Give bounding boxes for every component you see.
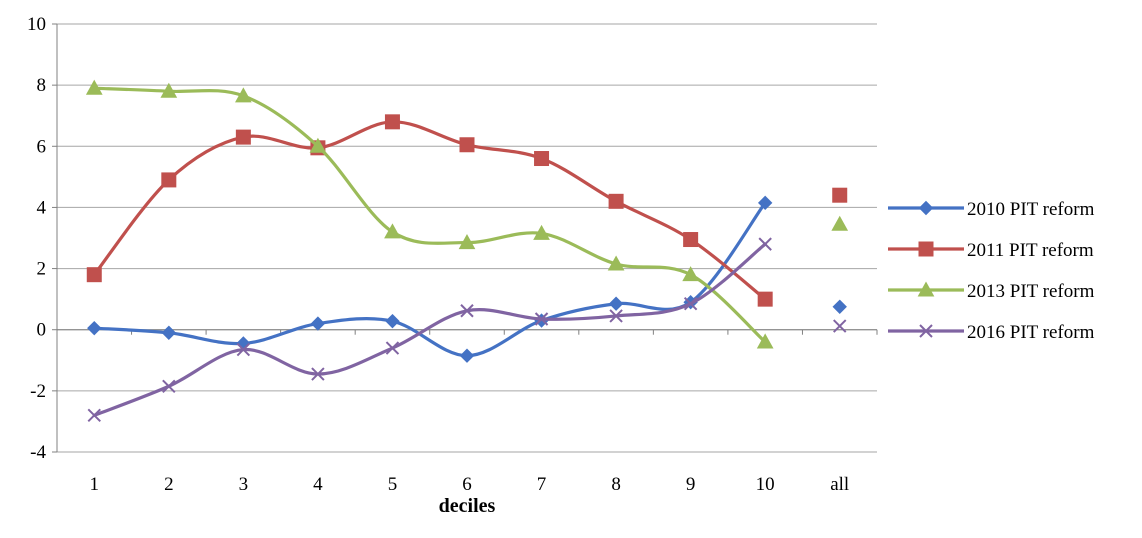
y-tick-label: -2 (30, 381, 46, 402)
y-tick-label: -4 (30, 442, 46, 463)
data-point (85, 79, 103, 95)
data-point (608, 193, 624, 209)
data-point-all (832, 299, 847, 314)
data-point (235, 87, 252, 103)
data-point (162, 379, 176, 393)
data-point (533, 224, 550, 240)
series-1 (87, 195, 847, 363)
legend: 2010 PIT reform 2011 PIT reform 2013 PIT r… (888, 199, 1095, 343)
y-tick-label: 0 (37, 320, 47, 341)
x-tick-label: 4 (313, 474, 323, 495)
data-point (161, 325, 177, 340)
series-4 (87, 237, 847, 423)
data-point-all (833, 319, 847, 333)
data-point (87, 408, 101, 423)
data-point (236, 342, 251, 357)
x-tick-label: all (830, 474, 849, 495)
legend-marker (918, 200, 934, 216)
data-point (756, 333, 774, 349)
series-lines (85, 79, 849, 423)
legend-marker (918, 241, 934, 257)
data-point (757, 291, 773, 307)
x-tick-label: 3 (239, 474, 249, 495)
data-point (683, 297, 698, 311)
legend-item: 2011 PIT reform (888, 240, 1094, 261)
series-line (92, 120, 767, 301)
series-line (92, 242, 767, 417)
legend-item: 2010 PIT reform (888, 199, 1095, 220)
data-point (458, 234, 476, 250)
data-point (311, 367, 325, 381)
data-point (608, 296, 624, 311)
legend-label: 2010 PIT reform (967, 199, 1095, 220)
x-tick-label: 2 (164, 474, 174, 495)
data-point (758, 237, 772, 251)
legend-label: 2016 PIT reform (967, 322, 1095, 343)
data-point (87, 320, 102, 336)
legend-item: 2016 PIT reform (888, 322, 1095, 343)
legend-label: 2013 PIT reform (967, 281, 1095, 302)
data-point (534, 151, 550, 167)
y-tick-label: 10 (27, 14, 46, 35)
x-axis-title: deciles (439, 495, 496, 517)
x-tick-label: 10 (756, 474, 775, 495)
data-point (385, 341, 400, 355)
legend-marker (917, 281, 935, 297)
data-point (86, 267, 102, 283)
y-tick-label: 2 (37, 259, 47, 280)
data-point (460, 304, 474, 318)
data-point-all (831, 215, 849, 231)
data-point (384, 223, 401, 239)
data-point (682, 266, 699, 282)
legend-item: 2013 PIT reform (888, 281, 1095, 302)
x-tick-label: 8 (611, 474, 621, 495)
data-point (235, 129, 251, 145)
x-tick-label: 6 (462, 474, 472, 495)
data-point (459, 348, 475, 363)
y-tick-label: 8 (37, 75, 47, 96)
legend-marker (919, 324, 933, 338)
x-tick-label: 7 (537, 474, 547, 495)
axes (52, 23, 878, 453)
data-point (607, 255, 625, 271)
data-point (757, 195, 773, 211)
data-point (160, 82, 178, 98)
data-point (534, 312, 549, 326)
y-tick-label: 6 (37, 136, 47, 157)
data-point (683, 232, 699, 248)
series-line (92, 86, 767, 344)
series-3 (85, 79, 849, 349)
legend-label: 2011 PIT reform (967, 240, 1094, 261)
y-tick-label: 4 (37, 197, 47, 218)
data-point (609, 309, 623, 323)
data-point (161, 172, 177, 188)
data-point (309, 137, 327, 153)
data-point (385, 313, 400, 329)
x-tick-label: 9 (686, 474, 696, 495)
series-2 (86, 114, 848, 307)
data-point-all (832, 187, 848, 203)
data-point (384, 114, 400, 130)
data-point (459, 137, 475, 153)
x-tick-label: 5 (388, 474, 398, 495)
data-point (310, 316, 326, 331)
x-tick-label: 1 (90, 474, 100, 495)
